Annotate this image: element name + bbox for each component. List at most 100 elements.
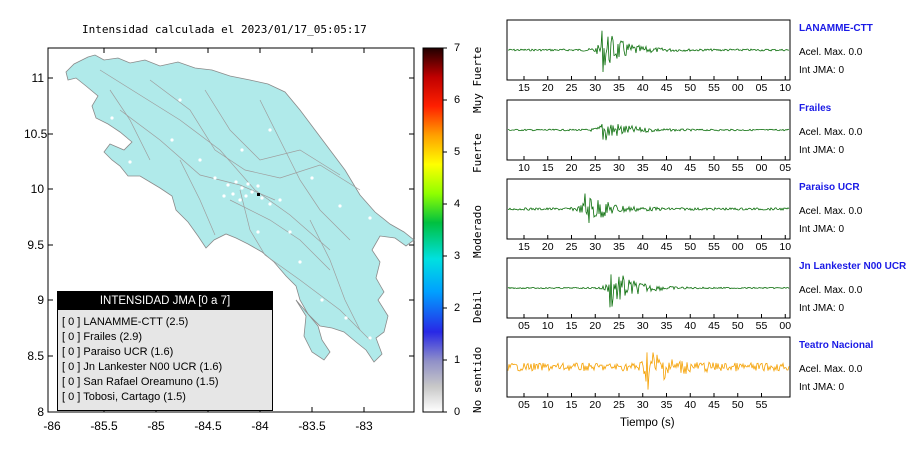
- map-ytick: 10.5: [24, 127, 48, 141]
- waveform-tick-label: 05: [755, 241, 768, 253]
- road-network: [99, 69, 371, 341]
- colorbar-tick: 6: [454, 94, 461, 106]
- map-ytick: 11: [31, 71, 44, 85]
- waveform-tick-label: 05: [518, 399, 530, 411]
- waveform-tick-label: 55: [755, 320, 768, 332]
- waveform-tick-label: 15: [541, 162, 554, 174]
- waveform-tick-label: 20: [589, 399, 602, 411]
- station-max-accel: Acel. Max. 0.0: [799, 127, 863, 138]
- waveform-tick-label: 45: [684, 162, 697, 174]
- map-xtick: -83.5: [298, 419, 326, 433]
- waveform-tick-label: 10: [779, 82, 792, 94]
- waveform-tick-label: 30: [636, 320, 649, 332]
- waveform-tick-label: 20: [565, 162, 578, 174]
- station-jma-intensity: Int JMA: 0: [799, 303, 845, 314]
- waveform-tick-label: 05: [779, 162, 792, 174]
- waveform-tick-label: 55: [708, 241, 720, 253]
- waveform-tick-label: 15: [518, 82, 530, 94]
- waveform-trace: [507, 123, 790, 141]
- map-ytick: 9: [37, 293, 44, 307]
- waveform-tick-label: 15: [565, 320, 578, 332]
- waveform-trace: [507, 352, 790, 390]
- station-jma-intensity: Int JMA: 0: [799, 65, 845, 76]
- waveform-tick-label: 05: [518, 320, 530, 332]
- map-xtick: -84.5: [194, 419, 222, 433]
- station-name: Paraiso UCR: [799, 182, 860, 193]
- waveform-tick-label: 45: [660, 241, 673, 253]
- waveform-tick-label: 20: [541, 82, 554, 94]
- waveform-tick-label: 10: [779, 241, 792, 253]
- waveform-tick-label: 25: [589, 162, 602, 174]
- waveform-tick-label: 00: [731, 241, 744, 253]
- waveform-tick-label: 50: [731, 320, 744, 332]
- legend-row: [ 0 ] San Rafael Oreamuno (1.5): [62, 376, 219, 388]
- colorbar-tick: 2: [454, 302, 461, 314]
- map-title: Intensidad calculada el 2023/01/17_05:05…: [82, 23, 367, 36]
- station-name: Jn Lankester N00 UCR: [799, 261, 907, 272]
- waveform-tick-label: 45: [708, 320, 720, 332]
- waveform-tick-label: 55: [731, 162, 744, 174]
- station-jma-intensity: Int JMA: 0: [799, 145, 845, 156]
- waveform-tick-label: 40: [660, 162, 673, 174]
- map-xtick: -86: [43, 419, 61, 433]
- waveform-tick-label: 20: [541, 241, 554, 253]
- colorbar-tick: 1: [454, 354, 461, 366]
- map-ytick: 8: [37, 405, 44, 419]
- waveform-tick-label: 45: [660, 82, 673, 94]
- waveform-tick-label: 00: [755, 162, 768, 174]
- map-xtick: -85: [147, 419, 165, 433]
- waveform-trace: [507, 193, 790, 224]
- station-jma-intensity: Int JMA: 0: [799, 224, 845, 235]
- station-markers: [110, 98, 372, 340]
- legend-row: [ 0 ] LANAMME-CTT (2.5): [62, 316, 189, 328]
- station-max-accel: Acel. Max. 0.0: [799, 285, 863, 296]
- station-name: Frailes: [799, 103, 832, 114]
- legend-row: [ 0 ] Jn Lankester N00 UCR (1.6): [62, 361, 223, 373]
- map-ytick: 10: [30, 182, 44, 196]
- waveform-tick-label: 00: [731, 82, 744, 94]
- waveform-tick-label: 10: [541, 399, 554, 411]
- legend-row: [ 0 ] Frailes (2.9): [62, 331, 143, 343]
- waveform-tick-label: 35: [660, 399, 673, 411]
- station-max-accel: Acel. Max. 0.0: [799, 206, 863, 217]
- waveform-tick-label: 25: [565, 82, 578, 94]
- waveform-tick-label: 30: [589, 82, 602, 94]
- waveform-tick-label: 35: [613, 82, 625, 94]
- waveform-tick-label: 50: [684, 241, 697, 253]
- waveform-tick-label: 35: [613, 241, 625, 253]
- waveform-tick-label: 00: [779, 320, 792, 332]
- map-ytick: 9.5: [27, 238, 44, 252]
- intensity-legend: INTENSIDAD JMA [0 a 7] [ 0 ] LANAMME-CTT…: [57, 291, 273, 411]
- waveform-tick-label: 50: [708, 162, 720, 174]
- land-area: [65, 54, 415, 363]
- waveform-tick-label: 40: [636, 241, 649, 253]
- station-max-accel: Acel. Max. 0.0: [799, 364, 863, 375]
- epicenter-marker: [257, 193, 260, 196]
- waveform-tick-label: 30: [589, 241, 602, 253]
- waveform-tick-label: 55: [708, 82, 720, 94]
- waveform-tick-label: 25: [613, 320, 625, 332]
- legend-row: [ 0 ] Tobosi, Cartago (1.5): [62, 391, 186, 403]
- map-ytick: 8.5: [27, 349, 44, 363]
- station-max-accel: Acel. Max. 0.0: [799, 47, 863, 58]
- waveform-tick-label: 50: [684, 82, 697, 94]
- map-xtick: -85.5: [90, 419, 118, 433]
- waveform-tick-label: 40: [636, 82, 649, 94]
- waveform-tick-label: 05: [755, 82, 768, 94]
- waveform-tick-label: 25: [613, 399, 625, 411]
- waveform-tick-label: 35: [660, 320, 673, 332]
- waveform-tick-label: 10: [518, 162, 530, 174]
- waveform-tick-label: 55: [755, 399, 768, 411]
- colorbar-tick: 3: [454, 250, 461, 262]
- waveform-trace: [507, 274, 790, 308]
- station-jma-intensity: Int JMA: 0: [799, 382, 845, 393]
- waveform-tick-label: 50: [731, 399, 744, 411]
- waveform-tick-label: 20: [589, 320, 602, 332]
- waveform-tick-label: 30: [613, 162, 625, 174]
- waveform-trace: [507, 30, 789, 73]
- station-name: LANAMME-CTT: [799, 23, 873, 34]
- colorbar-tick: 0: [454, 406, 461, 418]
- station-name: Teatro Nacional: [799, 340, 874, 351]
